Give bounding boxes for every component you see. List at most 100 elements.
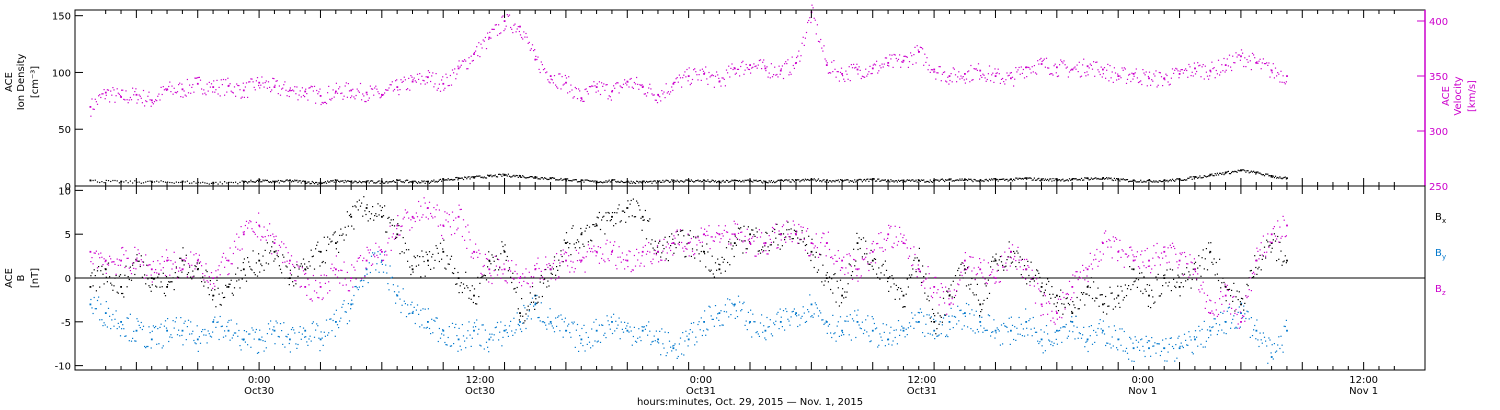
density-scatter-dot	[905, 180, 907, 182]
velocity-scatter-dot	[724, 85, 726, 87]
bx-scatter-dot	[420, 276, 422, 278]
density-scatter-dot	[524, 177, 526, 179]
by-scatter-dot	[761, 314, 763, 316]
velocity-scatter-dot	[182, 96, 184, 98]
bx-scatter-dot	[1091, 297, 1094, 300]
bz-scatter-dot	[407, 211, 409, 213]
velocity-scatter-dot	[1095, 61, 1097, 63]
bx-scatter-dot	[912, 268, 914, 270]
by-scatter-dot	[1039, 341, 1041, 343]
bx-scatter-dot	[316, 244, 318, 246]
velocity-scatter-dot	[222, 78, 225, 81]
velocity-scatter-dot	[250, 78, 252, 80]
velocity-scatter-dot	[709, 76, 711, 78]
velocity-scatter-dot	[126, 99, 128, 101]
by-scatter-dot	[627, 322, 629, 324]
bx-scatter-dot	[1159, 295, 1161, 297]
velocity-scatter-dot	[312, 90, 314, 92]
density-scatter-dot	[290, 181, 293, 183]
velocity-scatter-dot	[469, 62, 471, 65]
bx-scatter-dot	[1003, 269, 1005, 271]
by-scatter-dot	[126, 317, 128, 319]
bz-scatter-dot	[163, 260, 165, 262]
bx-scatter-dot	[293, 285, 295, 287]
bx-scatter-dot	[544, 278, 546, 280]
by-scatter-dot	[447, 336, 449, 339]
bx-scatter-dot	[380, 209, 382, 212]
velocity-scatter-dot	[1120, 77, 1122, 79]
bx-scatter-dot	[1250, 269, 1252, 272]
velocity-scatter-dot	[1148, 71, 1151, 73]
bx-scatter-dot	[777, 244, 779, 246]
bx-scatter-dot	[765, 231, 767, 233]
velocity-scatter-dot	[925, 61, 927, 63]
bx-scatter-dot	[965, 285, 968, 287]
bx-point	[994, 259, 997, 262]
by-scatter-dot	[490, 336, 492, 338]
bx-scatter-dot	[992, 256, 994, 258]
velocity-scatter-dot	[605, 84, 607, 86]
density-scatter-dot	[500, 174, 502, 176]
bx-scatter-dot	[1047, 278, 1049, 280]
velocity-scatter-dot	[297, 99, 299, 101]
bz-scatter-dot	[436, 204, 438, 206]
bx-scatter-dot	[732, 245, 734, 247]
by-scatter-dot	[491, 333, 493, 335]
bx-scatter-dot	[513, 288, 515, 290]
by-scatter-dot	[668, 340, 671, 342]
density-scatter-dot	[893, 181, 895, 183]
bx-scatter-dot	[678, 241, 680, 243]
by-scatter-dot	[666, 352, 668, 354]
bx-scatter-dot	[786, 229, 788, 231]
by-scatter-dot	[743, 301, 745, 303]
by-scatter-dot	[905, 328, 907, 330]
by-scatter-dot	[560, 314, 562, 316]
by-scatter-dot	[769, 319, 771, 321]
velocity-scatter-dot	[1200, 76, 1202, 78]
velocity-scatter-dot	[169, 81, 171, 83]
velocity-scatter-dot	[1136, 77, 1138, 79]
by-scatter-dot	[1199, 330, 1201, 332]
density-scatter-dot	[1000, 178, 1003, 180]
bx-scatter-dot	[403, 252, 405, 254]
by-scatter-dot	[420, 309, 422, 311]
velocity-scatter-dot	[122, 89, 124, 91]
by-scatter-dot	[196, 325, 198, 327]
bx-scatter-dot	[789, 236, 791, 238]
by-scatter-dot	[328, 332, 330, 334]
by-scatter-dot	[733, 305, 735, 307]
velocity-scatter-dot	[240, 97, 242, 99]
density-point	[718, 180, 721, 183]
velocity-scatter-dot	[545, 72, 547, 74]
bx-scatter-dot	[357, 209, 359, 211]
bz-scatter-dot	[144, 277, 146, 279]
bz-scatter-dot	[416, 216, 419, 218]
bx-scatter-dot	[900, 287, 902, 290]
velocity-scatter-dot	[1137, 81, 1140, 84]
by-scatter-dot	[1167, 351, 1169, 353]
velocity-scatter-dot	[869, 65, 871, 67]
density-scatter-dot	[828, 180, 831, 182]
by-scatter-dot	[609, 328, 611, 330]
density-scatter-dot	[445, 179, 447, 181]
bx-scatter-dot	[519, 315, 522, 317]
bx-scatter-dot	[1146, 284, 1148, 286]
velocity-scatter-dot	[716, 71, 718, 73]
bz-scatter-dot	[252, 230, 254, 232]
velocity-scatter-dot	[963, 79, 965, 81]
density-scatter-dot	[384, 182, 386, 184]
by-scatter-dot	[1050, 343, 1052, 346]
by-scatter-dot	[594, 340, 596, 342]
velocity-scatter-dot	[881, 63, 883, 65]
by-scatter-dot	[338, 327, 340, 329]
by-scatter-dot	[407, 304, 409, 306]
by-scatter-dot	[1052, 345, 1054, 347]
by-scatter-dot	[879, 333, 881, 335]
by-scatter-dot	[884, 345, 886, 347]
bz-scatter-dot	[206, 280, 208, 282]
velocity-scatter-dot	[1006, 72, 1008, 74]
velocity-scatter-dot	[483, 40, 485, 42]
by-scatter-dot	[861, 321, 863, 323]
velocity-scatter-dot	[1062, 62, 1064, 64]
bz-scatter-dot	[306, 294, 308, 296]
